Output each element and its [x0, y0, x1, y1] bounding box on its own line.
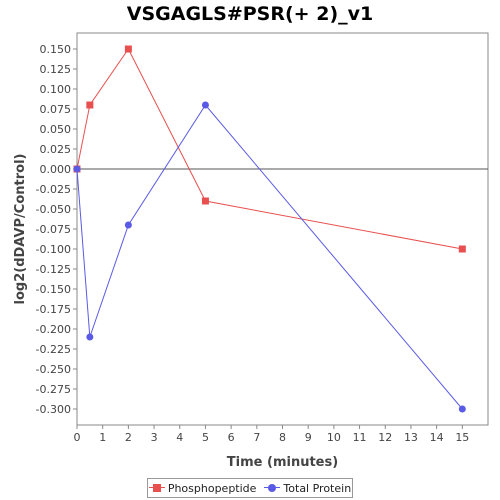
legend: Phosphopeptide Total Protein: [147, 478, 353, 498]
legend-label: Phosphopeptide: [167, 481, 257, 495]
square-marker-icon: [148, 483, 165, 493]
y-tick-label: -0.225: [36, 343, 71, 356]
legend-label: Total Protein: [283, 481, 352, 495]
y-tick-label: -0.200: [36, 323, 71, 336]
y-tick-label: -0.025: [36, 183, 71, 196]
data-point: [124, 45, 132, 53]
y-tick-label: -0.250: [36, 363, 71, 376]
x-tick-label: 3: [151, 431, 158, 444]
x-tick-label: 10: [327, 431, 341, 444]
x-tick-label: 13: [404, 431, 418, 444]
data-point: [86, 101, 94, 109]
data-point: [86, 333, 94, 341]
y-tick-label: 0.000: [40, 163, 72, 176]
y-tick-label: -0.175: [36, 303, 71, 316]
y-tick-label: -0.050: [36, 203, 71, 216]
x-tick-label: 14: [430, 431, 444, 444]
y-tick-label: -0.100: [36, 243, 71, 256]
x-tick-label: 6: [228, 431, 235, 444]
x-tick-label: 9: [305, 431, 312, 444]
x-tick-label: 2: [125, 431, 132, 444]
data-point: [124, 221, 132, 229]
y-tick-label: 0.050: [40, 123, 72, 136]
y-tick-label: 0.150: [40, 43, 72, 56]
y-tick-label: 0.075: [40, 103, 72, 116]
data-point: [73, 165, 81, 173]
data-point: [201, 197, 209, 205]
y-tick-label: 0.125: [40, 63, 72, 76]
x-axis-label: Time (minutes): [227, 455, 338, 470]
y-tick-label: 0.100: [40, 83, 72, 96]
legend-item-total-protein: Total Protein: [264, 482, 351, 495]
y-tick-label: -0.125: [36, 263, 71, 276]
chart-title: VSGAGLS#PSR(+ 2)_v1: [126, 3, 374, 25]
y-tick-label: -0.300: [36, 403, 71, 416]
series-layer: [73, 45, 466, 413]
x-tick-label: 8: [279, 431, 286, 444]
x-tick-label: 0: [74, 431, 81, 444]
legend-item-phosphopeptide: Phosphopeptide: [148, 481, 257, 495]
y-tick-label: 0.025: [40, 143, 72, 156]
circle-marker-icon: [264, 483, 281, 493]
y-tick-label: -0.150: [36, 283, 71, 296]
x-tick-label: 1: [99, 431, 106, 444]
y-axis: 0.150 0.125 0.100 0.075 0.050 0.025 0.000 -0.02…: [36, 43, 77, 416]
x-tick-label: 5: [202, 431, 209, 444]
y-axis-label: log2(dDAVP/Control): [13, 154, 28, 305]
data-point: [458, 405, 466, 413]
x-tick-label: 12: [378, 431, 392, 444]
x-tick-label: 7: [253, 431, 260, 444]
data-point: [458, 245, 466, 253]
x-tick-label: 15: [455, 431, 469, 444]
y-tick-label: -0.075: [36, 223, 71, 236]
data-point: [201, 101, 209, 109]
x-tick-label: 11: [353, 431, 367, 444]
plot-area: [76, 32, 489, 426]
y-tick-label: -0.275: [36, 383, 71, 396]
x-tick-label: 4: [176, 431, 183, 444]
x-axis: 0 1 2 3 4 5 6 7 8 9 10 11 12 13 14 15: [74, 425, 469, 444]
